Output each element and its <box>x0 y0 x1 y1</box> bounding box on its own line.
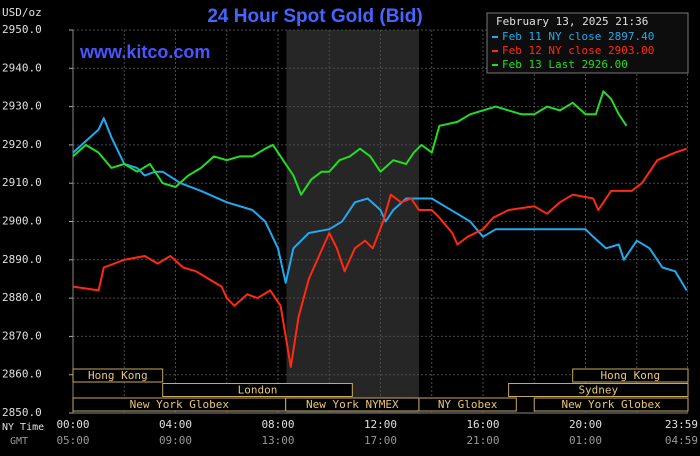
y-tick-label: 2880.0 <box>2 291 42 304</box>
session-label: Hong Kong <box>88 369 148 382</box>
legend-entry: Feb 11 NY close 2897.40 <box>502 30 654 43</box>
y-tick-label: 2860.0 <box>2 368 42 381</box>
session-box <box>508 383 689 397</box>
x-tick-label: 04:00 <box>159 418 192 431</box>
y-tick-label: 2920.0 <box>2 138 42 151</box>
x-tick-label: 12:00 <box>364 418 397 431</box>
session-box <box>162 383 353 397</box>
session-label: Sydney <box>578 384 618 397</box>
session-label: London <box>238 384 278 397</box>
x2-axis-label: GMT <box>10 436 28 447</box>
x-tick-label: 08:00 <box>261 418 294 431</box>
session-label: Hong Kong <box>601 369 661 382</box>
y-tick-label: 2950.0 <box>2 23 42 36</box>
series-line <box>72 117 688 291</box>
session-box <box>572 368 689 383</box>
y-tick-label: 2870.0 <box>2 329 42 342</box>
y-tick-label: 2940.0 <box>2 61 42 74</box>
x-tick-label: 00:00 <box>56 418 89 431</box>
chart-title: 24 Hour Spot Gold (Bid) <box>207 6 422 27</box>
x2-tick-label: 04:59 <box>665 434 698 447</box>
y-tick-label: 2910.0 <box>2 176 42 189</box>
watermark: www.kitco.com <box>79 42 210 62</box>
session-box <box>533 397 689 412</box>
x2-tick-label: 13:00 <box>261 434 294 447</box>
y-axis-label: USD/oz <box>2 6 42 19</box>
series-line <box>72 90 628 196</box>
series-line <box>72 147 688 368</box>
y-tick-label: 2930.0 <box>2 100 42 113</box>
x-tick-label: 20:00 <box>569 418 602 431</box>
session-box <box>72 368 164 383</box>
session-box <box>418 397 517 412</box>
x2-tick-label: 05:00 <box>56 434 89 447</box>
y-tick-label: 2850.0 <box>2 406 42 419</box>
x2-tick-label: 09:00 <box>159 434 192 447</box>
session-label: New York Globex <box>561 398 661 411</box>
x2-tick-label: 17:00 <box>364 434 397 447</box>
x2-tick-label: 01:00 <box>569 434 602 447</box>
x2-tick-label: 21:00 <box>466 434 499 447</box>
x-tick-label: 16:00 <box>466 418 499 431</box>
x-axis-label: NY Time <box>2 422 44 433</box>
session-label: NY Globex <box>438 398 498 411</box>
legend-box <box>486 12 689 74</box>
y-tick-label: 2900.0 <box>2 215 42 228</box>
x-tick-label: 23:59 <box>665 418 698 431</box>
timestamp: February 13, 2025 21:36 <box>496 15 648 28</box>
session-label: New York NYMEX <box>306 398 399 411</box>
legend-entry: Feb 13 Last 2926.00 <box>502 58 628 71</box>
legend-entry: Feb 12 NY close 2903.00 <box>502 44 654 57</box>
y-tick-label: 2890.0 <box>2 253 42 266</box>
highlight-band <box>286 30 419 413</box>
session-label: New York Globex <box>130 398 230 411</box>
